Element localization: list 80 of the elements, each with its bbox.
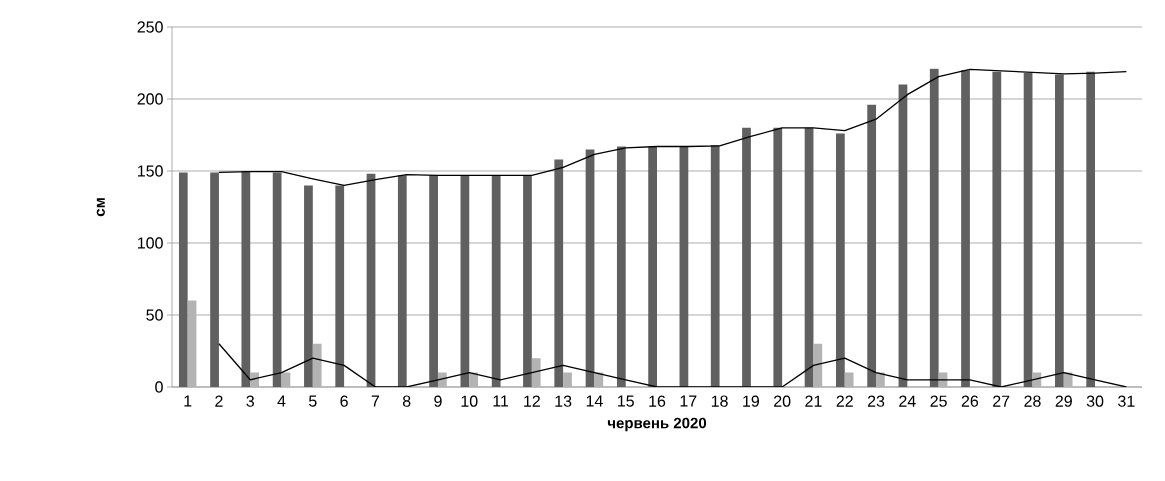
x-tick-label: 21	[805, 395, 822, 407]
x-tick-label: 26	[961, 395, 979, 407]
x-tick-label: 16	[649, 395, 666, 407]
bar	[272, 172, 282, 387]
bar	[554, 159, 564, 387]
y-tick-label: 150	[138, 165, 163, 177]
y-tick-label: 250	[137, 21, 163, 33]
bar	[992, 71, 1002, 387]
bar	[397, 175, 407, 387]
bar	[1086, 71, 1096, 387]
bar	[491, 175, 501, 387]
x-tick-label: 29	[1055, 395, 1072, 407]
y-tick-label: 200	[137, 93, 163, 105]
bar	[523, 175, 532, 387]
bar	[835, 133, 845, 387]
bar	[804, 127, 814, 387]
x-tick-label: 12	[524, 395, 540, 407]
x-tick-label: 9	[434, 395, 442, 407]
x-tick-label: 15	[618, 395, 634, 407]
bar	[335, 185, 345, 387]
x-tick-label: 24	[899, 395, 916, 407]
bar	[616, 146, 626, 387]
bar	[813, 343, 823, 387]
x-tick-label: 18	[711, 395, 728, 407]
y-tick-label: 50	[146, 309, 163, 321]
x-tick-label: 14	[586, 395, 603, 407]
x-tick-label: 11	[493, 395, 509, 407]
bar	[304, 185, 313, 387]
x-tick-label: 10	[461, 395, 478, 407]
x-tick-label: 13	[555, 395, 572, 407]
x-tick-label: 23	[867, 395, 885, 407]
bar	[312, 343, 322, 387]
x-tick-label: 20	[774, 395, 791, 407]
bar	[844, 372, 854, 387]
x-tick-label: 8	[402, 395, 411, 407]
bar	[187, 300, 197, 387]
bar	[648, 146, 657, 387]
bar	[1032, 372, 1042, 387]
bar	[563, 372, 572, 387]
x-tick-label: 7	[371, 395, 380, 407]
bar	[742, 127, 751, 387]
x-tick-label: 17	[680, 395, 697, 407]
x-tick-label: 5	[309, 395, 317, 407]
y-tick-label: 100	[138, 237, 163, 249]
bar	[366, 173, 376, 387]
bar	[1055, 74, 1064, 387]
x-tick-label: 30	[1086, 395, 1104, 407]
x-tick-label: 28	[1024, 395, 1041, 407]
bar	[867, 104, 877, 387]
bar	[773, 127, 783, 387]
x-axis-title: червень 2020	[607, 417, 707, 432]
x-tick-label: 3	[246, 395, 254, 407]
x-tick-label: 27	[993, 395, 1010, 407]
x-tick-label: 1	[184, 395, 192, 407]
bar	[460, 175, 470, 387]
bar	[210, 172, 219, 387]
bar	[437, 372, 447, 387]
y-axis-title: см	[96, 198, 105, 217]
bar	[531, 358, 541, 387]
bar	[469, 372, 479, 387]
bar	[679, 146, 689, 387]
x-tick-label: 25	[930, 395, 947, 407]
bar	[429, 175, 438, 387]
x-tick-label: 19	[743, 395, 760, 407]
bar	[585, 149, 595, 387]
bar	[178, 172, 188, 387]
x-tick-label: 2	[215, 395, 223, 407]
bar	[250, 372, 259, 387]
bar	[1023, 73, 1033, 387]
y-tick-label: 0	[155, 381, 163, 393]
bar	[929, 68, 939, 387]
x-tick-label: 6	[340, 395, 348, 407]
bar	[710, 145, 720, 387]
bar	[241, 170, 251, 387]
x-tick-label: 31	[1118, 395, 1135, 407]
bar	[898, 84, 908, 387]
bar	[961, 70, 970, 387]
x-tick-label: 4	[277, 395, 286, 407]
bar	[594, 372, 604, 387]
x-tick-label: 22	[836, 395, 853, 407]
